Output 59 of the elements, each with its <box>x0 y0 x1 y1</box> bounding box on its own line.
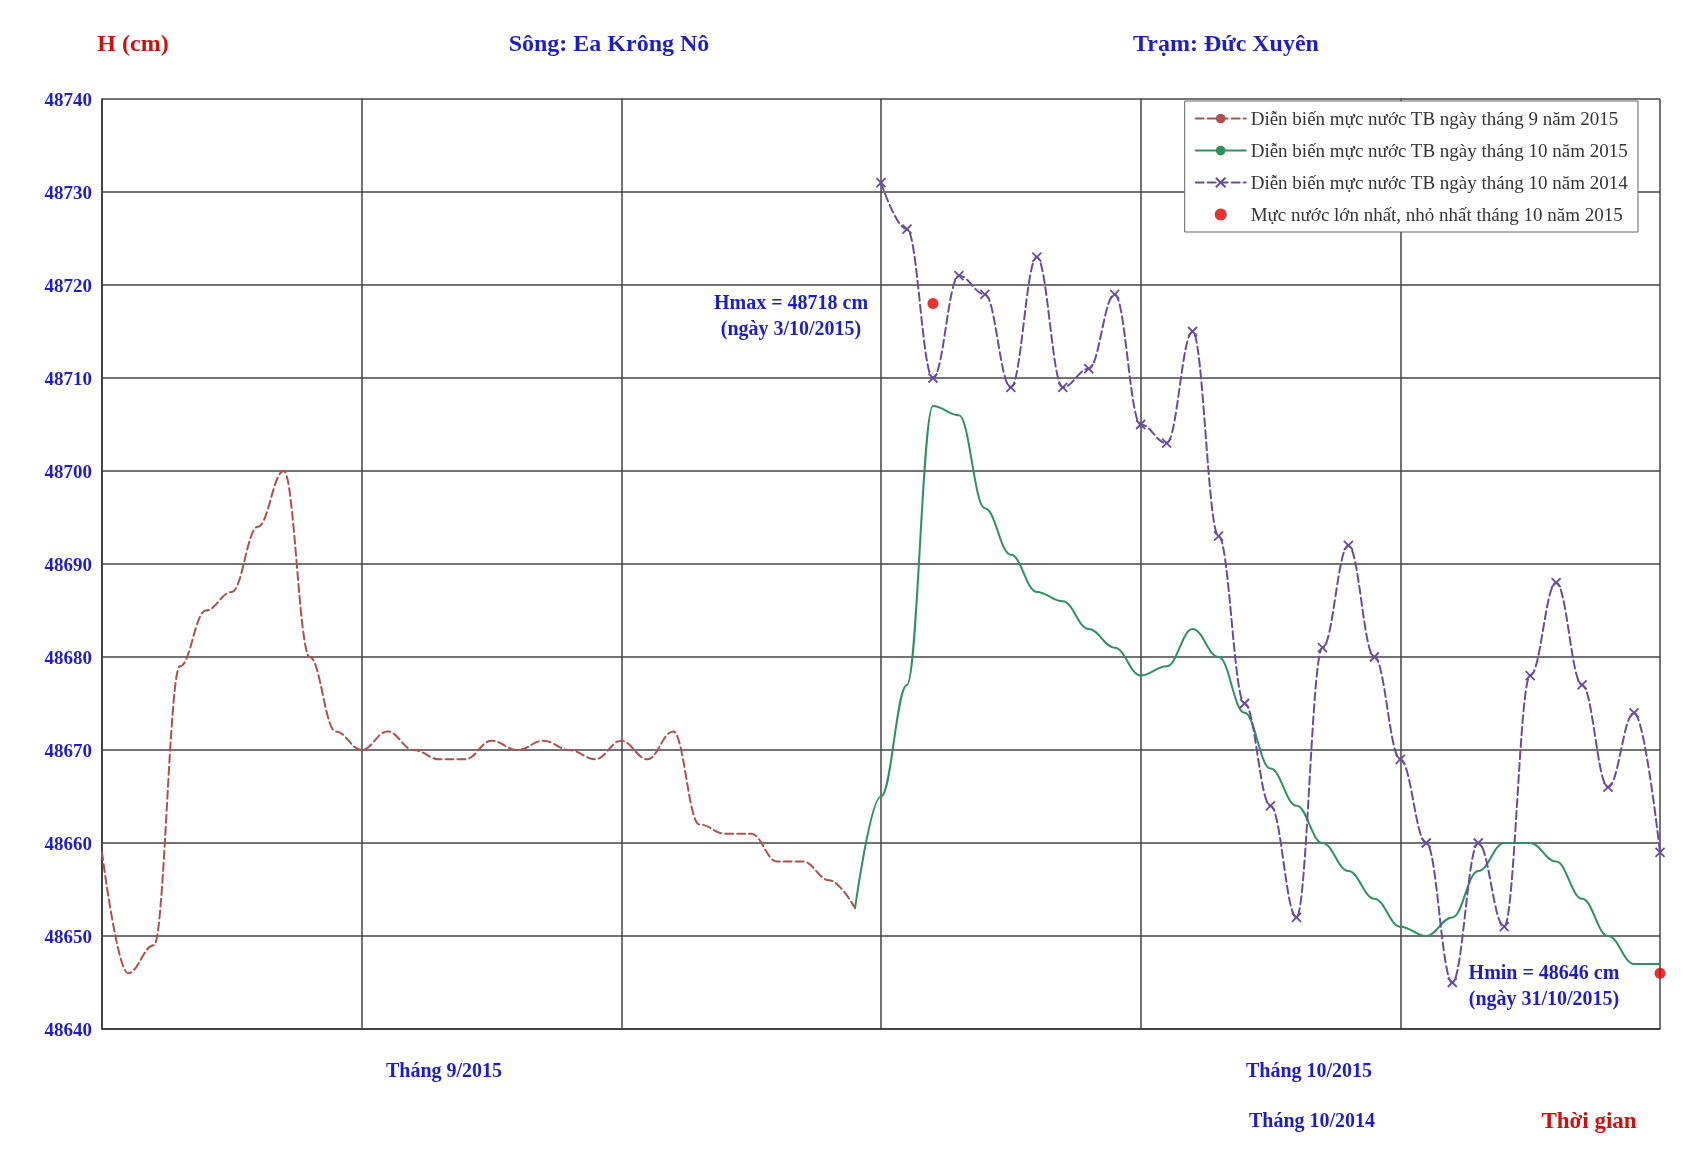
annotation: Hmax = 48718 cm (ngày 3/10/2015) <box>713 291 869 340</box>
legend-label: Mực nước lớn nhất, nhỏ nhất tháng 10 năm 2015 <box>1250 204 1623 225</box>
chart-subtitle: Trạm: Đức Xuyên <box>1133 30 1319 56</box>
line-series <box>854 404 1661 965</box>
point <box>1654 967 1666 979</box>
annotation: Hmin = 48646 cm (ngày 31/10/2015) <box>1468 961 1620 1010</box>
point <box>1291 912 1302 923</box>
y-axis-title: H (cm) <box>97 30 169 56</box>
point <box>1368 651 1380 663</box>
point <box>1239 698 1250 709</box>
point <box>1524 670 1536 681</box>
text: Tháng 9/2015 <box>385 1059 503 1082</box>
legend-label: Diễn biến mực nước TB ngày tháng 10 năm 2015 <box>1250 140 1628 161</box>
point <box>1083 363 1095 375</box>
point <box>875 177 887 189</box>
point <box>1109 288 1121 300</box>
point <box>1161 437 1173 449</box>
text: Tháng 10/2015 <box>1245 1059 1373 1082</box>
point <box>1135 419 1147 430</box>
point <box>1628 707 1640 719</box>
point <box>1394 753 1406 765</box>
point <box>1576 679 1588 691</box>
chart-title: Sông: Ea Krông Nô <box>508 30 710 56</box>
line-series <box>101 470 857 975</box>
point <box>953 270 965 282</box>
y-tick-label: 48640 <box>44 1018 92 1040</box>
point <box>1498 921 1510 933</box>
point <box>1654 846 1666 858</box>
point <box>927 298 939 310</box>
point <box>1005 381 1017 393</box>
y-tick-label: 48680 <box>44 646 92 668</box>
y-tick-label: 48670 <box>44 739 92 761</box>
point <box>1602 781 1614 793</box>
point <box>1213 530 1224 542</box>
point <box>901 223 913 235</box>
point <box>1031 251 1043 263</box>
point <box>1343 540 1354 551</box>
point <box>1472 837 1484 849</box>
point <box>1446 977 1458 988</box>
point <box>1057 381 1069 393</box>
text: Tháng 10/2014 <box>1248 1109 1376 1132</box>
y-tick-label: 48700 <box>44 460 92 482</box>
y-tick-label: 48740 <box>44 88 92 110</box>
point <box>979 288 991 300</box>
legend-label: Diễn biến mực nước TB ngày tháng 10 năm 2014 <box>1250 172 1629 193</box>
legend-label: Diễn biến mực nước TB ngày tháng 9 năm 2015 <box>1250 108 1619 129</box>
point <box>1550 577 1562 588</box>
point <box>1317 642 1328 654</box>
point <box>1265 800 1276 812</box>
y-tick-label: 48650 <box>44 925 92 947</box>
y-tick-label: 48690 <box>44 553 92 575</box>
point <box>1420 837 1432 849</box>
x-axis-title: Thời gian <box>1541 1107 1637 1133</box>
y-tick-label: 48720 <box>44 274 92 296</box>
y-tick-label: 48660 <box>44 832 92 854</box>
y-tick-label: 48710 <box>44 367 92 389</box>
y-tick-label: 48730 <box>44 181 92 203</box>
point <box>927 372 939 384</box>
point <box>1187 326 1198 337</box>
